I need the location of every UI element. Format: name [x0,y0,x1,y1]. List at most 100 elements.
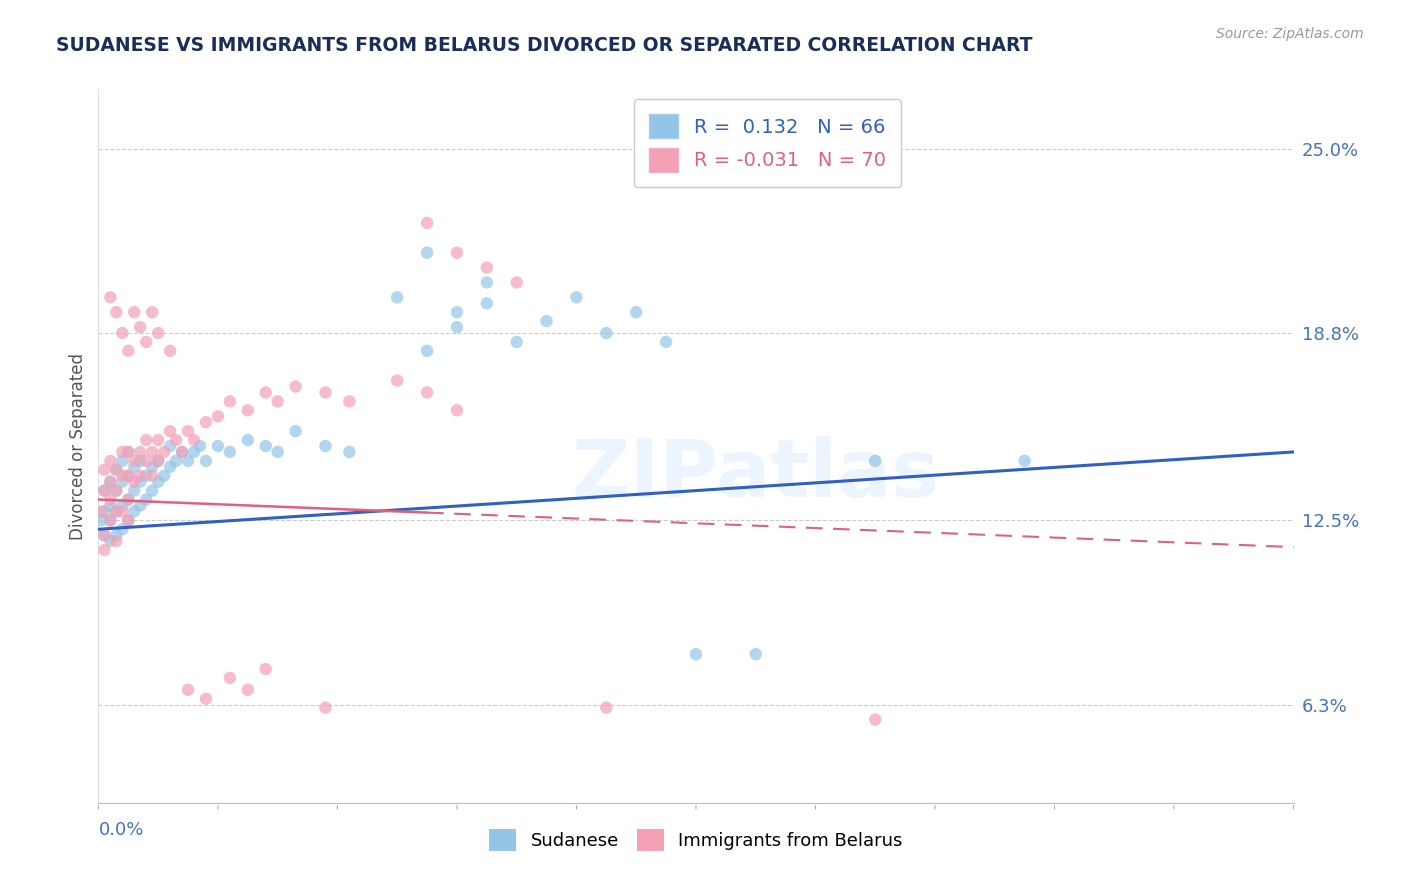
Point [446,403,468,417]
Point [475,276,498,290]
Point [159,439,181,453]
Point [236,403,259,417]
Point [117,513,139,527]
Point [446,320,468,334]
Point [165,433,187,447]
Point [111,504,134,518]
Point [416,343,439,358]
Point [219,671,242,685]
Point [105,528,128,542]
Point [172,445,194,459]
Point [117,468,139,483]
Point [98,534,122,549]
Point [165,454,187,468]
Point [93,483,115,498]
Point [111,468,134,483]
Point [117,343,139,358]
Y-axis label: Divorced or Separated: Divorced or Separated [69,352,87,540]
Point [124,454,146,468]
Point [254,662,277,676]
Point [506,276,529,290]
Point [236,682,259,697]
Point [267,445,290,459]
Point [446,305,468,319]
Point [267,394,290,409]
Point [93,463,115,477]
Point [111,522,134,536]
Point [98,513,122,527]
Point [177,424,200,438]
Point [865,713,887,727]
Point [159,459,181,474]
Point [129,454,152,468]
Point [685,647,707,661]
Point [129,445,152,459]
Point [177,454,200,468]
Point [129,475,152,489]
Point [416,385,439,400]
Point [148,454,170,468]
Point [148,326,170,340]
Point [117,513,139,527]
Point [93,543,115,558]
Point [105,463,128,477]
Point [124,483,146,498]
Point [111,454,134,468]
Point [105,504,128,518]
Point [135,492,157,507]
Point [98,499,122,513]
Point [98,290,122,304]
Text: Source: ZipAtlas.com: Source: ZipAtlas.com [1216,27,1364,41]
Point [98,492,122,507]
Point [536,314,558,328]
Point [117,445,139,459]
Point [236,433,259,447]
Point [141,305,163,319]
Point [183,433,205,447]
Point [284,379,307,393]
Point [595,700,617,714]
Point [148,475,170,489]
Point [129,468,152,483]
Point [315,439,337,453]
Point [254,385,277,400]
Point [745,647,768,661]
Point [339,394,361,409]
Point [93,528,115,542]
Point [219,394,242,409]
Point [207,439,229,453]
Point [117,492,139,507]
Legend: Sudanese, Immigrants from Belarus: Sudanese, Immigrants from Belarus [482,822,910,858]
Point [93,483,115,498]
Point [117,492,139,507]
Point [90,504,112,518]
Point [141,459,163,474]
Point [111,445,134,459]
Point [135,468,157,483]
Point [98,475,122,489]
Point [183,445,205,459]
Point [385,374,409,388]
Point [124,305,146,319]
Point [117,468,139,483]
Point [98,513,122,527]
Point [655,334,678,349]
Point [506,334,529,349]
Text: SUDANESE VS IMMIGRANTS FROM BELARUS DIVORCED OR SEPARATED CORRELATION CHART: SUDANESE VS IMMIGRANTS FROM BELARUS DIVO… [56,36,1033,54]
Point [129,499,152,513]
Point [93,528,115,542]
Point [135,433,157,447]
Point [339,445,361,459]
Point [105,534,128,549]
Point [105,305,128,319]
Point [153,468,176,483]
Point [135,334,157,349]
Point [105,483,128,498]
Text: ZIPatlas: ZIPatlas [572,435,939,514]
Point [475,260,498,275]
Point [207,409,229,424]
Point [475,296,498,310]
Point [111,475,134,489]
Point [195,691,218,706]
Point [172,445,194,459]
